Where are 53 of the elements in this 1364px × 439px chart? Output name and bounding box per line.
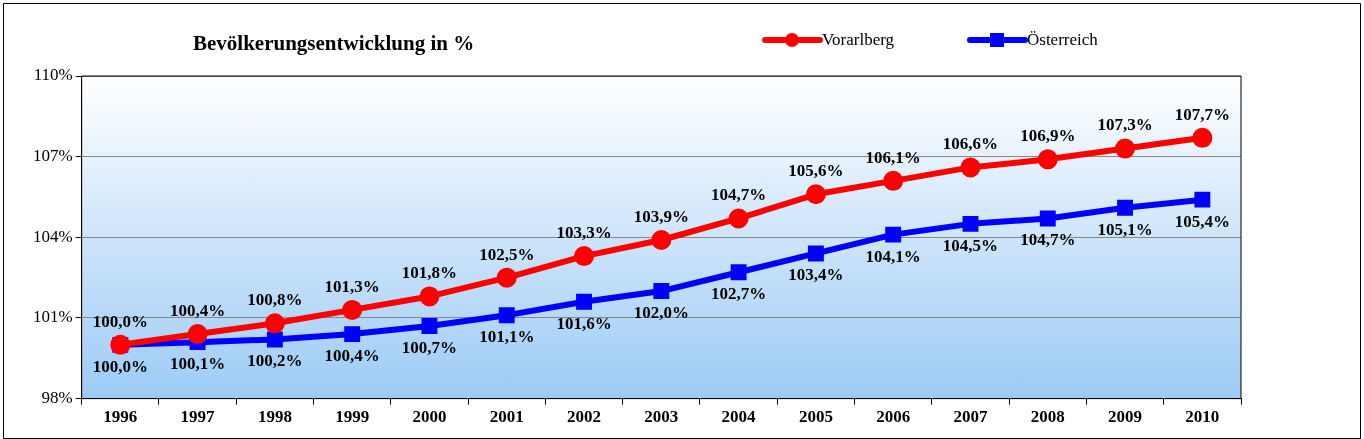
- x-tick-label: 1996: [103, 407, 138, 427]
- y-tick-label: 110%: [33, 65, 73, 85]
- x-tick-label: 2004: [721, 407, 757, 427]
- y-tick-label: 101%: [32, 307, 73, 327]
- x-tick-label: 2000: [412, 407, 447, 427]
- data-label: 100,2%: [247, 351, 303, 371]
- data-label: 104,7%: [710, 185, 767, 205]
- y-tick-label: 107%: [32, 146, 73, 166]
- legend-label: Österreich: [1027, 30, 1099, 50]
- x-tick-label: 1998: [257, 407, 292, 427]
- data-label: 102,0%: [633, 302, 689, 322]
- x-tick-label: 2008: [1030, 407, 1065, 427]
- data-label: 104,5%: [942, 235, 999, 255]
- x-tick-label: 2010: [1185, 407, 1220, 427]
- x-tick-label: 1997: [180, 407, 216, 427]
- data-label: 101,1%: [479, 327, 535, 347]
- legend-label: Vorarlberg: [822, 30, 895, 50]
- x-tick-label: 1999: [335, 407, 370, 427]
- x-tick-label: 2003: [644, 407, 679, 427]
- x-tick-label: 2001: [489, 407, 524, 427]
- data-label: 100,1%: [169, 354, 226, 374]
- data-label: 101,6%: [556, 313, 612, 333]
- y-tick-label: 98%: [41, 388, 73, 408]
- x-tick-label: 2009: [1108, 407, 1143, 427]
- data-label: 103,4%: [788, 265, 844, 285]
- data-label: 100,4%: [324, 345, 380, 365]
- y-tick-label: 104%: [32, 226, 73, 246]
- data-label: 102,7%: [710, 284, 767, 304]
- x-tick-label: 2007: [953, 407, 988, 427]
- data-label: 103,9%: [633, 206, 689, 226]
- data-label: 107,7%: [1174, 104, 1230, 124]
- chart-title: Bevölkerungsentwicklung in %: [193, 31, 475, 56]
- data-label: 106,6%: [942, 134, 999, 154]
- x-tick-label: 2002: [567, 407, 602, 427]
- data-label: 105,1%: [1097, 219, 1153, 239]
- data-label: 101,3%: [324, 276, 380, 296]
- data-label: 105,4%: [1174, 211, 1230, 231]
- data-label: 100,7%: [401, 337, 458, 357]
- data-label: 104,1%: [865, 246, 921, 266]
- data-label: 100,0%: [92, 356, 148, 376]
- data-label: 103,3%: [556, 223, 612, 243]
- data-label: 100,0%: [92, 311, 148, 331]
- data-label: 102,5%: [479, 244, 535, 264]
- data-label: 101,8%: [401, 263, 458, 283]
- data-label: 107,3%: [1097, 115, 1153, 135]
- data-label: 100,8%: [247, 290, 303, 310]
- data-label: 106,1%: [865, 147, 921, 167]
- data-label: 100,4%: [169, 300, 226, 320]
- data-label: 104,7%: [1020, 230, 1076, 250]
- data-label: 106,9%: [1020, 126, 1076, 146]
- data-label: 105,6%: [788, 161, 844, 181]
- x-tick-label: 2006: [876, 407, 911, 427]
- x-tick-label: 2005: [798, 407, 833, 427]
